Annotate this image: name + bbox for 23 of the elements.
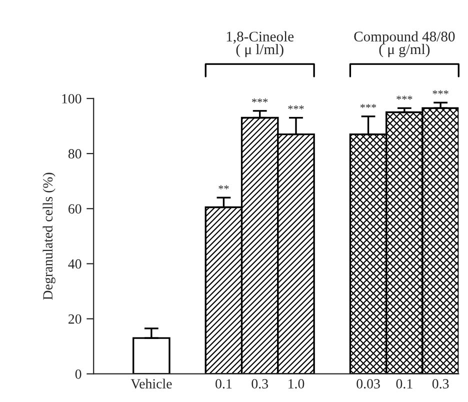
x-tick-label: 0.3 — [432, 379, 449, 389]
text: 1,8-Cineole ( μ l/ml) — [226, 31, 294, 58]
x-tick-label: 0.1 — [216, 379, 232, 389]
data-label: *** — [288, 105, 304, 110]
data-label: *** — [360, 104, 376, 108]
y-tick-label: 100 — [62, 94, 82, 104]
y-tick-label: 80 — [68, 149, 82, 159]
y-tick-label: 60 — [68, 204, 82, 214]
data-label: ** — [218, 185, 229, 190]
x-tick-label: 0.3 — [252, 379, 268, 389]
bar — [132, 337, 170, 374]
data-label: *** — [432, 90, 448, 94]
data-label: *** — [396, 96, 412, 100]
y-tick-label: 20 — [68, 314, 82, 324]
y-axis-title: Degranulated cells (%) — [42, 172, 56, 300]
y-tick-label: 40 — [68, 259, 82, 269]
y-tick-label: 0 — [75, 369, 82, 379]
x-tick-label: 0.1 — [396, 379, 412, 389]
x-tick-label: Vehicle — [130, 378, 172, 389]
x-tick-label: 0.03 — [356, 379, 380, 389]
text: Compound 48/80 ( μ g/ml) — [354, 31, 455, 58]
x-tick-label: 1.0 — [288, 379, 304, 389]
data-label: *** — [252, 98, 268, 103]
